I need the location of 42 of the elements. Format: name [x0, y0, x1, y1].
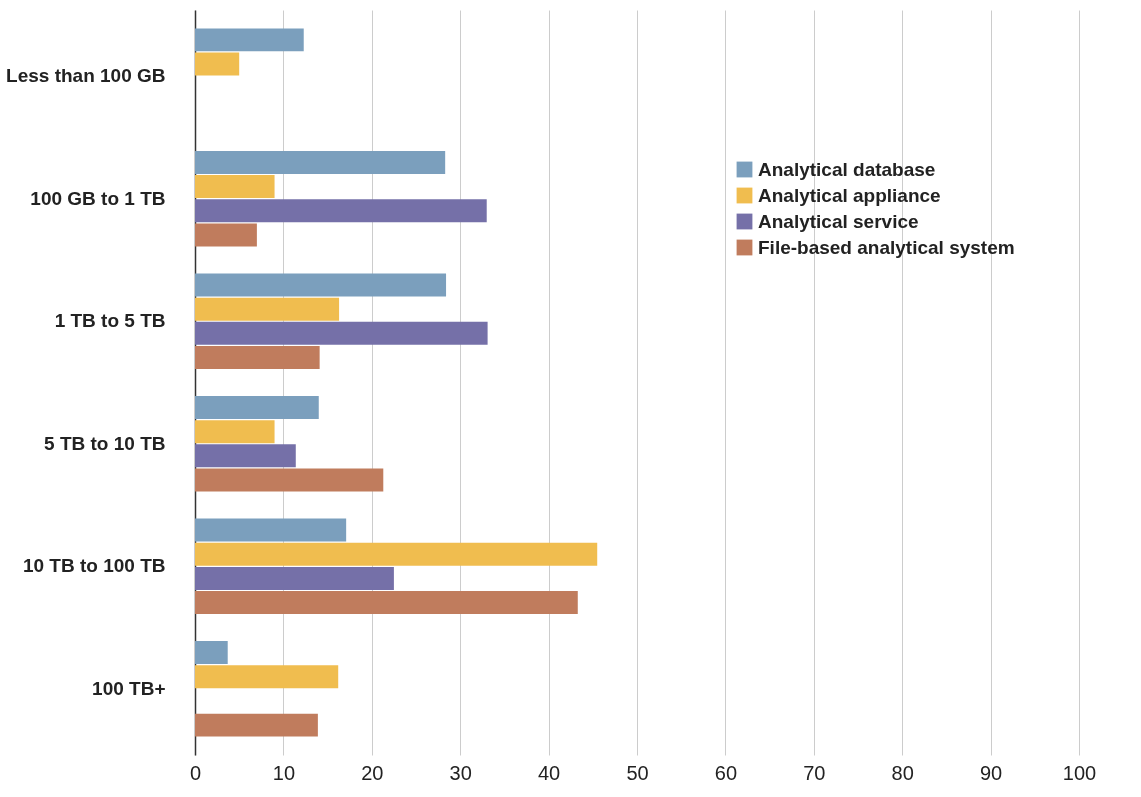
- bar: [195, 591, 578, 615]
- bar: [195, 175, 275, 199]
- bar: [195, 273, 447, 297]
- x-tick-label: 20: [361, 761, 384, 784]
- legend-label: Analytical service: [758, 210, 919, 232]
- y-tick-label: 1 TB to 5 TB: [54, 310, 166, 332]
- legend-label: Analytical database: [758, 158, 936, 180]
- bar: [195, 346, 320, 370]
- x-tick-label: 50: [626, 761, 649, 784]
- y-tick-label: 100 GB to 1 TB: [30, 187, 166, 209]
- x-tick-label: 80: [891, 761, 914, 784]
- x-tick-label: 0: [189, 761, 202, 784]
- bar: [195, 713, 318, 737]
- bar: [195, 223, 257, 247]
- bar: [195, 665, 339, 689]
- bar: [195, 566, 394, 590]
- bar: [195, 444, 296, 468]
- bar: [195, 199, 487, 223]
- legend-label: File-based analytical system: [758, 236, 1015, 258]
- x-tick-label: 70: [803, 761, 826, 784]
- bar: [195, 468, 384, 492]
- x-tick-label: 30: [449, 761, 472, 784]
- bar: [195, 52, 240, 76]
- x-tick-label: 60: [714, 761, 738, 784]
- x-tick-label: 40: [537, 761, 561, 784]
- y-tick-label: 10 TB to 100 TB: [22, 555, 166, 577]
- legend-label: Analytical appliance: [758, 184, 941, 206]
- x-tick-label: 100: [1062, 761, 1097, 784]
- y-tick-label: Less than 100 GB: [6, 65, 166, 87]
- bar: [195, 542, 598, 566]
- bar: [195, 641, 228, 665]
- bar: [195, 150, 446, 174]
- x-tick-label: 90: [979, 761, 1003, 784]
- bar: [195, 395, 319, 419]
- y-tick-label: 5 TB to 10 TB: [44, 432, 166, 454]
- bar: [195, 297, 340, 321]
- bar: [195, 518, 347, 542]
- x-tick-label: 10: [272, 761, 296, 784]
- y-tick-label: 100 TB+: [92, 677, 166, 699]
- bar: [195, 28, 304, 52]
- bar: [195, 420, 275, 444]
- bar: [195, 321, 488, 345]
